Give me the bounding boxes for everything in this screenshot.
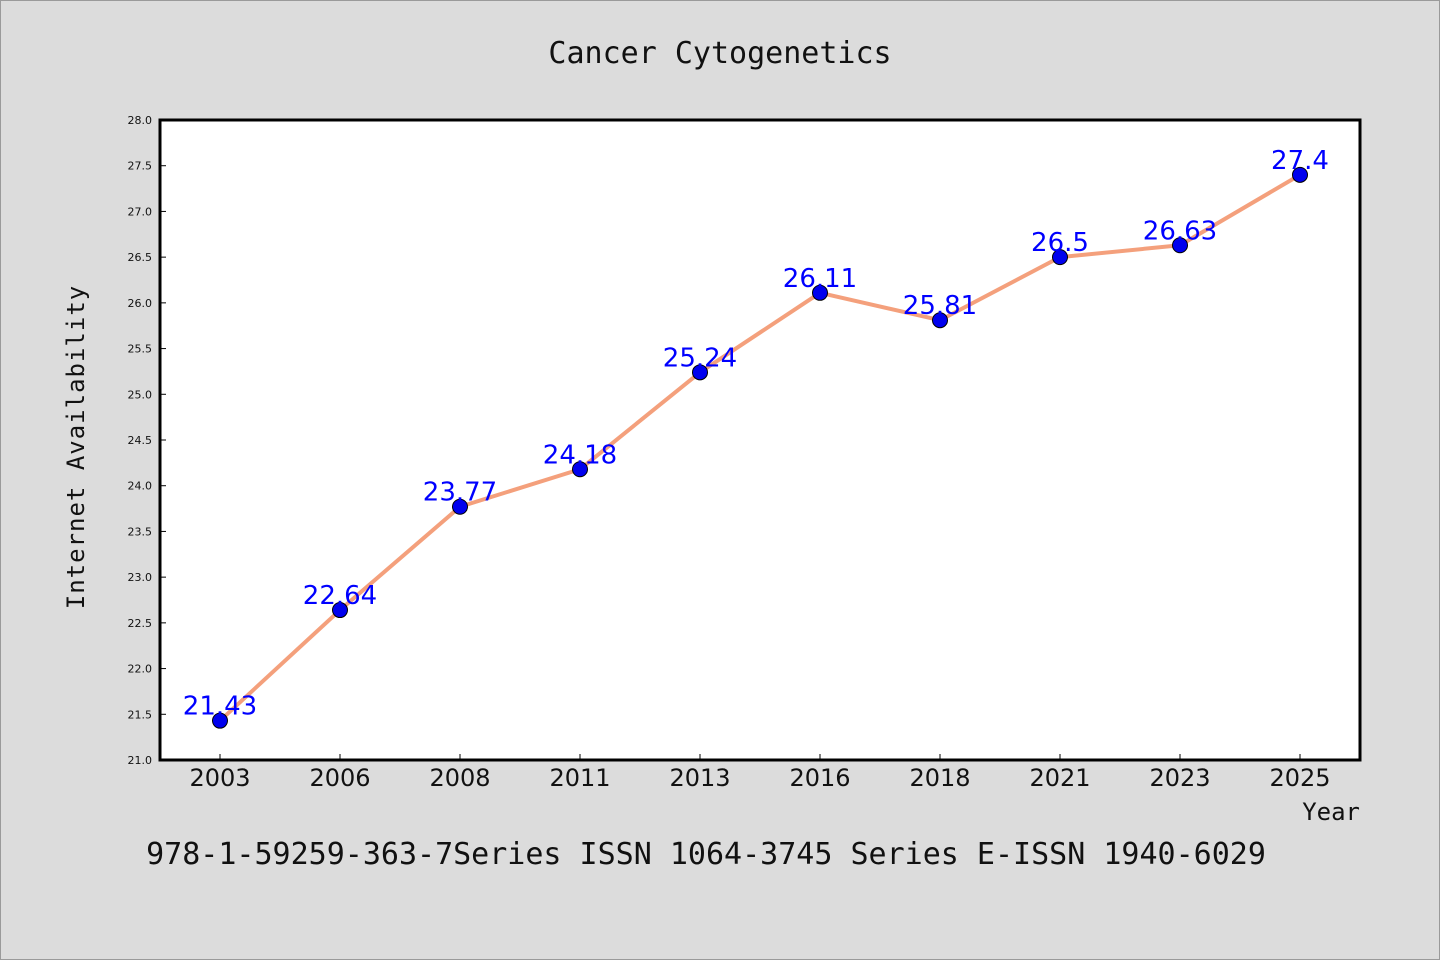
x-tick-label: 2018 xyxy=(909,764,970,792)
y-tick-label: 27.5 xyxy=(128,160,153,173)
y-tick-label: 25.5 xyxy=(128,343,153,356)
data-label: 25.24 xyxy=(663,343,737,373)
data-label: 22.64 xyxy=(303,581,377,611)
y-tick-label: 22.0 xyxy=(128,663,153,676)
y-tick-label: 23.0 xyxy=(128,571,153,584)
data-label: 24.18 xyxy=(543,440,617,470)
data-point xyxy=(572,461,588,478)
x-tick-label: 2016 xyxy=(789,764,850,792)
data-label: 25.81 xyxy=(903,291,977,321)
y-tick-label: 24.5 xyxy=(128,434,153,447)
data-point xyxy=(1292,166,1308,183)
x-tick-label: 2008 xyxy=(429,764,490,792)
data-labels: 21.43 22.64 23.77 24.18 25.24 26.11 25.81 26.5 2… xyxy=(183,146,1329,722)
x-tick-label: 2013 xyxy=(669,764,730,792)
footer-text: 978-1-59259-363-7Series ISSN 1064-3745 S… xyxy=(146,837,1266,872)
y-tick-label: 26.0 xyxy=(128,297,153,310)
data-label: 27.4 xyxy=(1271,146,1329,176)
y-tick-label: 21.0 xyxy=(128,754,153,767)
data-label: 26.11 xyxy=(783,264,857,294)
x-tick-label: 2011 xyxy=(549,764,610,792)
series-layer xyxy=(212,166,1308,729)
data-point xyxy=(932,312,948,329)
x-axis-label: Year xyxy=(1302,798,1360,826)
x-tick-label: 2006 xyxy=(309,764,370,792)
data-label: 23.77 xyxy=(423,478,497,508)
y-tick-label: 24.0 xyxy=(128,480,153,493)
y-tick-label: 27.0 xyxy=(128,205,153,218)
x-tick-label: 2021 xyxy=(1029,764,1090,792)
y-tick-label: 22.5 xyxy=(128,617,153,630)
data-point xyxy=(332,602,348,619)
data-point xyxy=(452,498,468,515)
data-point xyxy=(1172,237,1188,254)
x-tick-label: 2023 xyxy=(1149,764,1210,792)
x-tick-label: 2003 xyxy=(189,764,250,792)
data-point xyxy=(812,284,828,301)
y-tick-label: 23.5 xyxy=(128,525,153,538)
y-tick-label: 25.0 xyxy=(128,388,153,401)
y-tick-label: 28.0 xyxy=(128,114,153,127)
plot-border xyxy=(158,118,1362,762)
y-tick-label: 21.5 xyxy=(128,708,153,721)
y-tick-label: 26.5 xyxy=(128,251,153,264)
y-axis-ticks: 21.0 21.5 22.0 22.5 23.0 23.5 24.0 24.5 25.0 25.5… xyxy=(128,114,166,767)
x-axis-ticks: 2003 2006 2008 2011 2013 2016 2018 2021 2023 2025 xyxy=(189,754,1331,792)
series-line xyxy=(218,173,1302,723)
plot-area xyxy=(160,120,1360,760)
data-label: 21.43 xyxy=(183,692,257,722)
x-tick-label: 2025 xyxy=(1269,764,1330,792)
data-point xyxy=(212,712,228,729)
data-label: 26.5 xyxy=(1031,228,1089,258)
data-label: 26.63 xyxy=(1143,216,1217,246)
chart-title: Cancer Cytogenetics xyxy=(548,36,891,71)
data-point xyxy=(1052,249,1068,266)
data-point xyxy=(692,364,708,381)
y-axis-label: Internet Availability xyxy=(62,285,90,609)
